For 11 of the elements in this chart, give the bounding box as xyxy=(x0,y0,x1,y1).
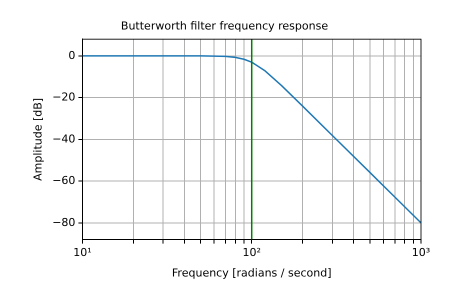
x-tick-label: 10¹ xyxy=(73,246,92,260)
x-tick-label: 10³ xyxy=(412,246,430,260)
y-tick-label: −40 xyxy=(52,132,76,146)
y-tick-label: −20 xyxy=(52,90,76,104)
x-axis-title: Frequency [radians / second] xyxy=(172,266,332,280)
y-tick-label: −60 xyxy=(52,174,76,188)
y-tick-label: −80 xyxy=(52,216,76,229)
y-tick-label: 0 xyxy=(68,48,76,62)
y-axis-title: Amplitude [dB] xyxy=(31,98,44,181)
x-tick-label: 10² xyxy=(242,246,261,260)
chart-title: Butterworth filter frequency response xyxy=(120,19,328,32)
